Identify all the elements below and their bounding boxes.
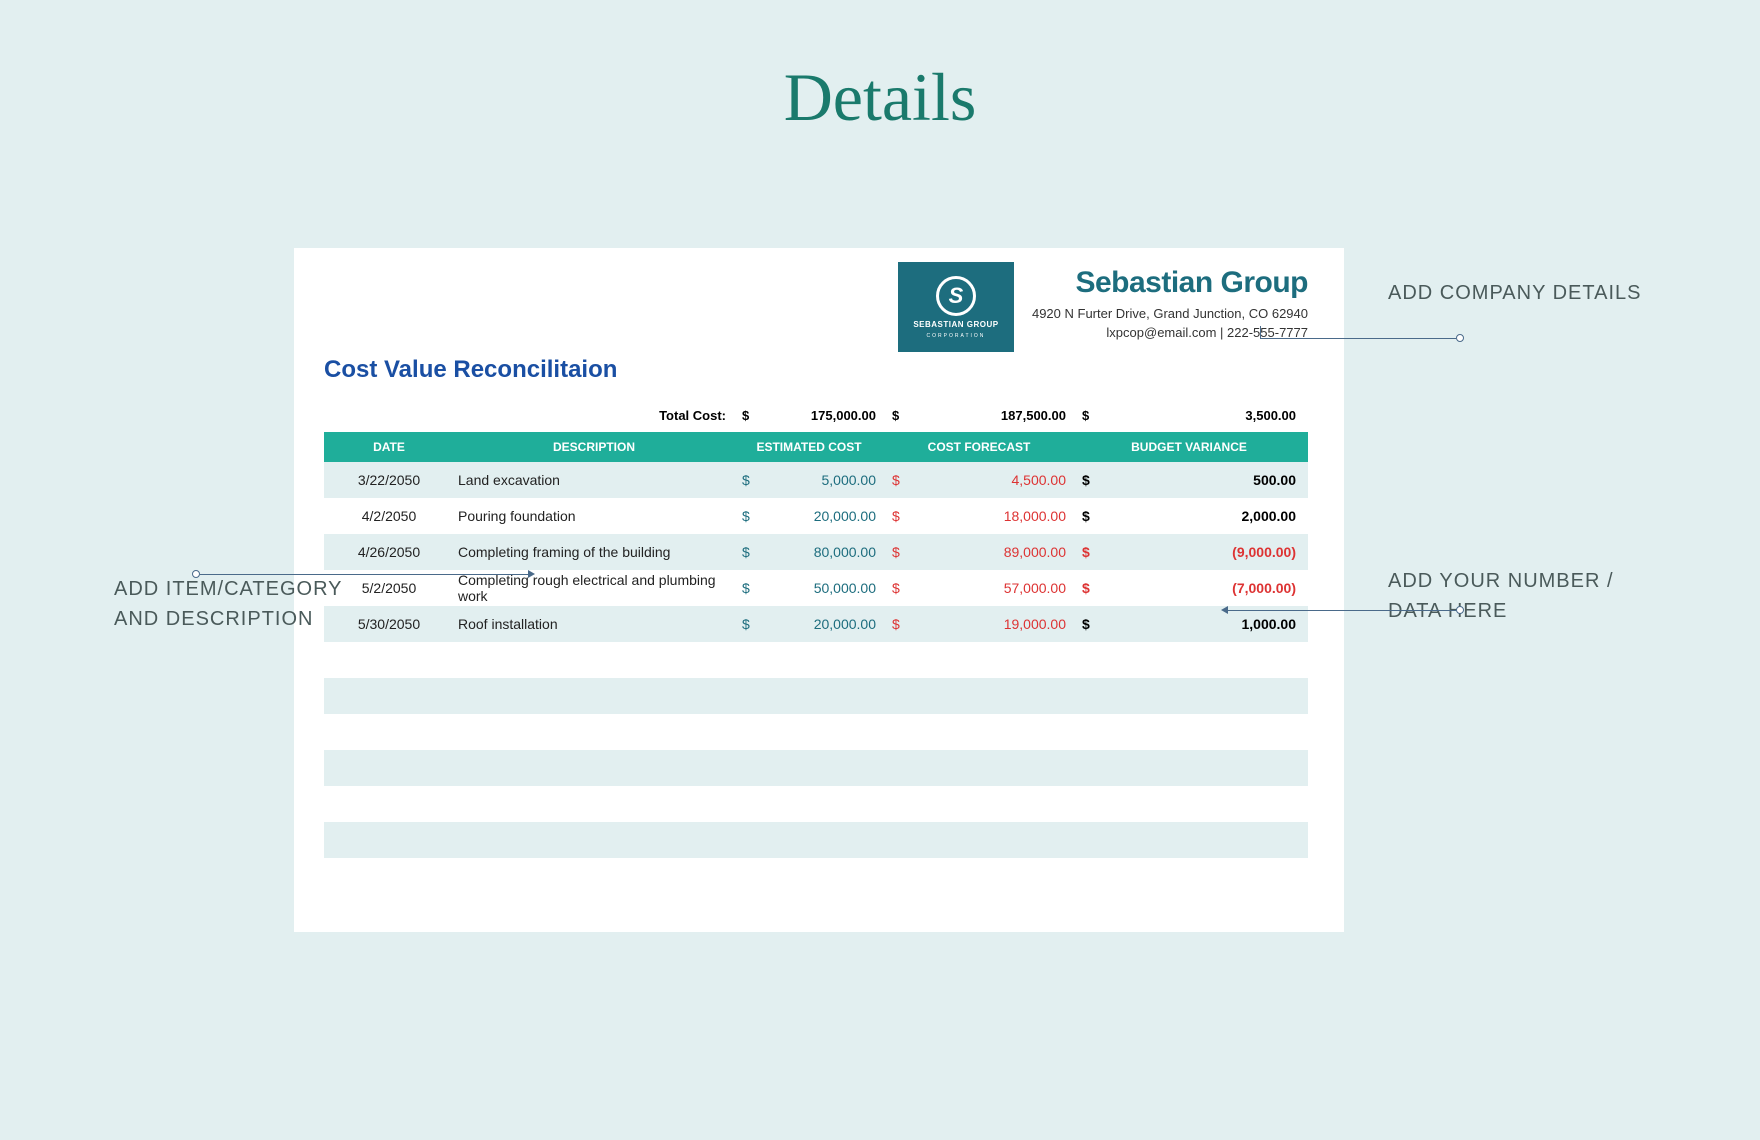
col-date: DATE xyxy=(324,440,454,454)
annotation-company: ADD COMPANY DETAILS xyxy=(1388,278,1648,308)
cell-estimated: $50,000.00 xyxy=(734,580,884,596)
logo-subtitle: CORPORATION xyxy=(927,333,986,339)
cell-estimated: $80,000.00 xyxy=(734,544,884,560)
table-row: 3/22/2050Land excavation$5,000.00$4,500.… xyxy=(324,462,1308,498)
cell-variance: $500.00 xyxy=(1074,472,1304,488)
col-forecast: COST FORECAST xyxy=(884,440,1074,454)
arrow-icon xyxy=(528,570,535,578)
table-row-empty xyxy=(324,678,1308,714)
cell-description: Roof installation xyxy=(454,616,734,632)
total-variance: $ 3,500.00 xyxy=(1074,408,1304,423)
total-forecast-value: 187,500.00 xyxy=(906,408,1066,423)
col-estimated: ESTIMATED COST xyxy=(734,440,884,454)
table-row: 5/30/2050Roof installation$20,000.00$19,… xyxy=(324,606,1308,642)
table-header: DATE DESCRIPTION ESTIMATED COST COST FOR… xyxy=(324,432,1308,462)
currency-symbol: $ xyxy=(892,408,906,423)
total-label: Total Cost: xyxy=(324,408,734,423)
cell-forecast: $19,000.00 xyxy=(884,616,1074,632)
cell-date: 3/22/2050 xyxy=(324,472,454,488)
arrow-icon xyxy=(1221,606,1228,614)
table-row-empty xyxy=(324,822,1308,858)
cell-estimated: $5,000.00 xyxy=(734,472,884,488)
cell-forecast: $4,500.00 xyxy=(884,472,1074,488)
cell-estimated: $20,000.00 xyxy=(734,616,884,632)
cell-variance: $(7,000.00) xyxy=(1074,580,1304,596)
company-header: S SEBASTIAN GROUP CORPORATION Sebastian … xyxy=(898,262,1308,352)
cell-variance: $2,000.00 xyxy=(1074,508,1304,524)
page-title: Details xyxy=(0,0,1760,137)
cell-variance: $1,000.00 xyxy=(1074,616,1304,632)
callout-line xyxy=(1260,338,1456,339)
company-logo: S SEBASTIAN GROUP CORPORATION xyxy=(898,262,1014,352)
cell-estimated: $20,000.00 xyxy=(734,508,884,524)
company-address: 4920 N Furter Drive, Grand Junction, CO … xyxy=(1032,306,1308,321)
table-row: 4/26/2050Completing framing of the build… xyxy=(324,534,1308,570)
totals-row: Total Cost: $ 175,000.00 $ 187,500.00 $ … xyxy=(324,402,1308,428)
cell-forecast: $18,000.00 xyxy=(884,508,1074,524)
col-variance: BUDGET VARIANCE xyxy=(1074,440,1304,454)
annotation-description: ADD ITEM/CATEGORY AND DESCRIPTION xyxy=(114,574,354,634)
callout-line xyxy=(1228,610,1456,611)
callout-dot xyxy=(192,570,200,578)
total-forecast: $ 187,500.00 xyxy=(884,408,1074,423)
annotation-data: ADD YOUR NUMBER / DATA HERE xyxy=(1388,566,1648,626)
cell-description: Completing rough electrical and plumbing… xyxy=(454,572,734,604)
table-row-empty xyxy=(324,786,1308,822)
table-row: 5/2/2050Completing rough electrical and … xyxy=(324,570,1308,606)
cell-date: 4/26/2050 xyxy=(324,544,454,560)
logo-icon: S xyxy=(936,276,976,316)
table-row-empty xyxy=(324,714,1308,750)
total-estimated-value: 175,000.00 xyxy=(756,408,876,423)
cell-variance: $(9,000.00) xyxy=(1074,544,1304,560)
callout-dot xyxy=(1456,334,1464,342)
callout-line xyxy=(1260,326,1261,338)
currency-symbol: $ xyxy=(742,408,756,423)
table-body: 3/22/2050Land excavation$5,000.00$4,500.… xyxy=(324,462,1308,858)
currency-symbol: $ xyxy=(1082,408,1096,423)
table-row-empty xyxy=(324,642,1308,678)
table-row: 4/2/2050Pouring foundation$20,000.00$18,… xyxy=(324,498,1308,534)
table-row-empty xyxy=(324,750,1308,786)
cell-date: 4/2/2050 xyxy=(324,508,454,524)
callout-dot xyxy=(1456,606,1464,614)
spreadsheet-panel: S SEBASTIAN GROUP CORPORATION Sebastian … xyxy=(294,248,1344,932)
cell-forecast: $57,000.00 xyxy=(884,580,1074,596)
company-info: Sebastian Group 4920 N Furter Drive, Gra… xyxy=(1032,262,1308,340)
cell-description: Pouring foundation xyxy=(454,508,734,524)
total-variance-value: 3,500.00 xyxy=(1096,408,1296,423)
sheet-title: Cost Value Reconcilitaion xyxy=(324,356,617,384)
cell-description: Land excavation xyxy=(454,472,734,488)
company-name: Sebastian Group xyxy=(1032,266,1308,300)
cost-table: DATE DESCRIPTION ESTIMATED COST COST FOR… xyxy=(324,432,1308,858)
logo-name: SEBASTIAN GROUP xyxy=(913,320,998,329)
cell-description: Completing framing of the building xyxy=(454,544,734,560)
cell-forecast: $89,000.00 xyxy=(884,544,1074,560)
col-description: DESCRIPTION xyxy=(454,440,734,454)
total-estimated: $ 175,000.00 xyxy=(734,408,884,423)
callout-line xyxy=(200,574,528,575)
